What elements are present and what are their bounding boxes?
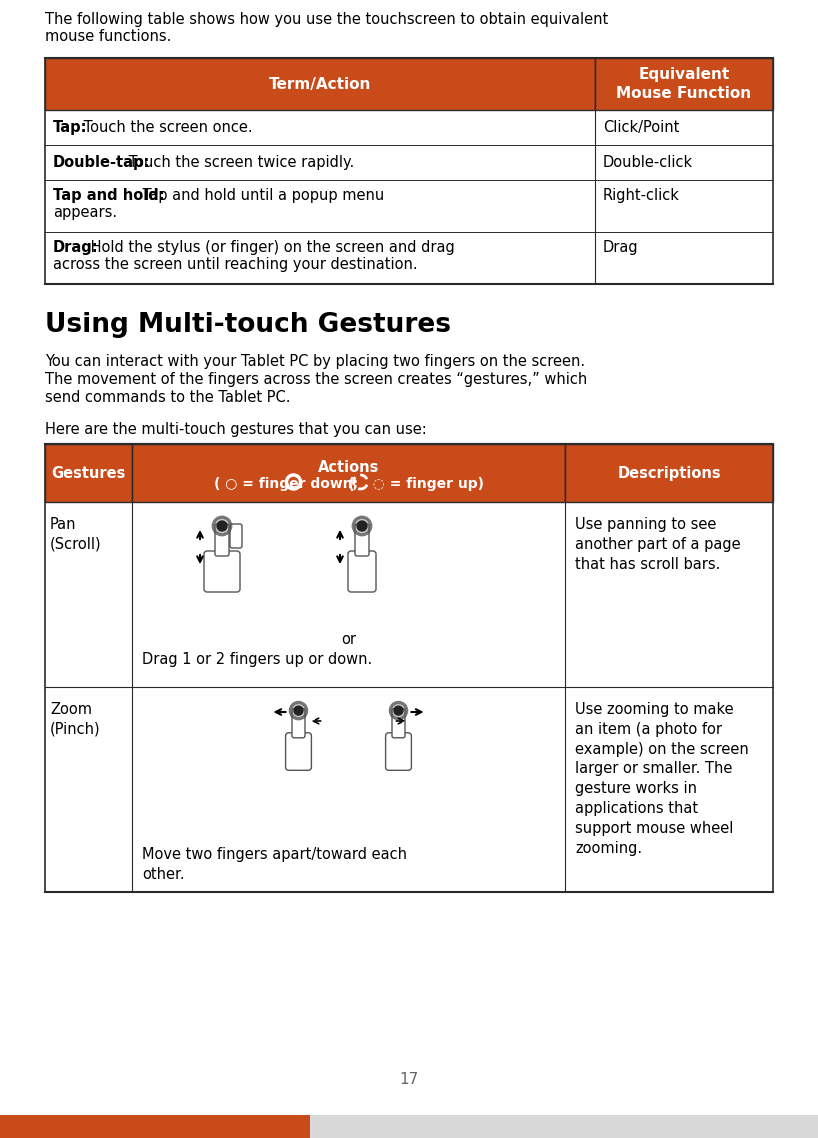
Text: Tap and hold until a popup menu: Tap and hold until a popup menu xyxy=(137,188,384,203)
Text: 17: 17 xyxy=(399,1072,419,1088)
Bar xyxy=(565,444,773,502)
FancyBboxPatch shape xyxy=(392,709,405,737)
FancyBboxPatch shape xyxy=(204,551,240,592)
Text: Double-tap:: Double-tap: xyxy=(53,155,151,170)
Text: Drag 1 or 2 fingers up or down.: Drag 1 or 2 fingers up or down. xyxy=(142,652,372,667)
Bar xyxy=(45,180,595,232)
Bar xyxy=(132,687,565,892)
Text: Here are the multi-touch gestures that you can use:: Here are the multi-touch gestures that y… xyxy=(45,422,427,437)
Text: mouse functions.: mouse functions. xyxy=(45,28,172,44)
FancyBboxPatch shape xyxy=(355,523,369,556)
Text: Term/Action: Term/Action xyxy=(269,76,371,91)
Circle shape xyxy=(217,521,227,531)
Text: Move two fingers apart/toward each
other.: Move two fingers apart/toward each other… xyxy=(142,847,407,882)
FancyBboxPatch shape xyxy=(385,733,411,770)
Bar xyxy=(45,110,595,145)
Text: (: ( xyxy=(348,477,360,492)
Text: Drag:: Drag: xyxy=(53,240,99,255)
Text: Gestures: Gestures xyxy=(52,465,126,480)
Circle shape xyxy=(294,706,303,715)
Text: ( ○ = finger down;   ◌ = finger up): ( ○ = finger down; ◌ = finger up) xyxy=(213,477,483,490)
Bar xyxy=(595,145,773,180)
Text: or: or xyxy=(341,632,356,648)
Bar xyxy=(595,58,773,110)
Text: Use zooming to make
an item (a photo for
example) on the screen
larger or smalle: Use zooming to make an item (a photo for… xyxy=(575,702,748,856)
Text: Descriptions: Descriptions xyxy=(618,465,721,480)
Text: Double-click: Double-click xyxy=(603,155,693,170)
Text: Right-click: Right-click xyxy=(603,188,680,203)
Bar xyxy=(45,145,595,180)
Text: send commands to the Tablet PC.: send commands to the Tablet PC. xyxy=(45,390,290,405)
Circle shape xyxy=(394,706,403,715)
Text: Zoom
(Pinch): Zoom (Pinch) xyxy=(50,702,101,736)
Bar xyxy=(0,1115,310,1138)
Bar xyxy=(45,502,132,687)
Bar xyxy=(45,58,595,110)
FancyBboxPatch shape xyxy=(230,523,242,549)
Text: Touch the screen twice rapidly.: Touch the screen twice rapidly. xyxy=(124,155,355,170)
Text: You can interact with your Tablet PC by placing two fingers on the screen.: You can interact with your Tablet PC by … xyxy=(45,354,585,369)
Bar xyxy=(595,180,773,232)
Text: Tap and hold:: Tap and hold: xyxy=(53,188,164,203)
FancyBboxPatch shape xyxy=(215,523,229,556)
Bar xyxy=(45,687,132,892)
FancyBboxPatch shape xyxy=(285,733,312,770)
Text: The movement of the fingers across the screen creates “gestures,” which: The movement of the fingers across the s… xyxy=(45,372,587,387)
Bar xyxy=(595,110,773,145)
Text: Equivalent
Mouse Function: Equivalent Mouse Function xyxy=(617,67,752,101)
Text: Using Multi-touch Gestures: Using Multi-touch Gestures xyxy=(45,312,451,338)
Bar xyxy=(45,444,132,502)
FancyBboxPatch shape xyxy=(348,551,376,592)
Text: Hold the stylus (or finger) on the screen and drag: Hold the stylus (or finger) on the scree… xyxy=(86,240,454,255)
Bar xyxy=(45,232,595,284)
Text: The following table shows how you use the touchscreen to obtain equivalent: The following table shows how you use th… xyxy=(45,13,609,27)
Text: appears.: appears. xyxy=(53,205,117,220)
Text: Pan
(Scroll): Pan (Scroll) xyxy=(50,517,101,552)
Text: across the screen until reaching your destination.: across the screen until reaching your de… xyxy=(53,257,418,272)
Bar xyxy=(595,232,773,284)
Text: Tap:: Tap: xyxy=(53,119,88,135)
Text: Use panning to see
another part of a page
that has scroll bars.: Use panning to see another part of a pag… xyxy=(575,517,740,571)
Text: Drag: Drag xyxy=(603,240,639,255)
FancyBboxPatch shape xyxy=(292,709,305,737)
Text: Click/Point: Click/Point xyxy=(603,119,680,135)
Bar xyxy=(132,444,565,502)
Circle shape xyxy=(357,521,367,531)
Bar xyxy=(132,502,565,687)
Text: Actions: Actions xyxy=(318,460,380,475)
Bar xyxy=(565,687,773,892)
Bar xyxy=(565,502,773,687)
Bar xyxy=(310,1115,818,1138)
Text: Touch the screen once.: Touch the screen once. xyxy=(79,119,253,135)
